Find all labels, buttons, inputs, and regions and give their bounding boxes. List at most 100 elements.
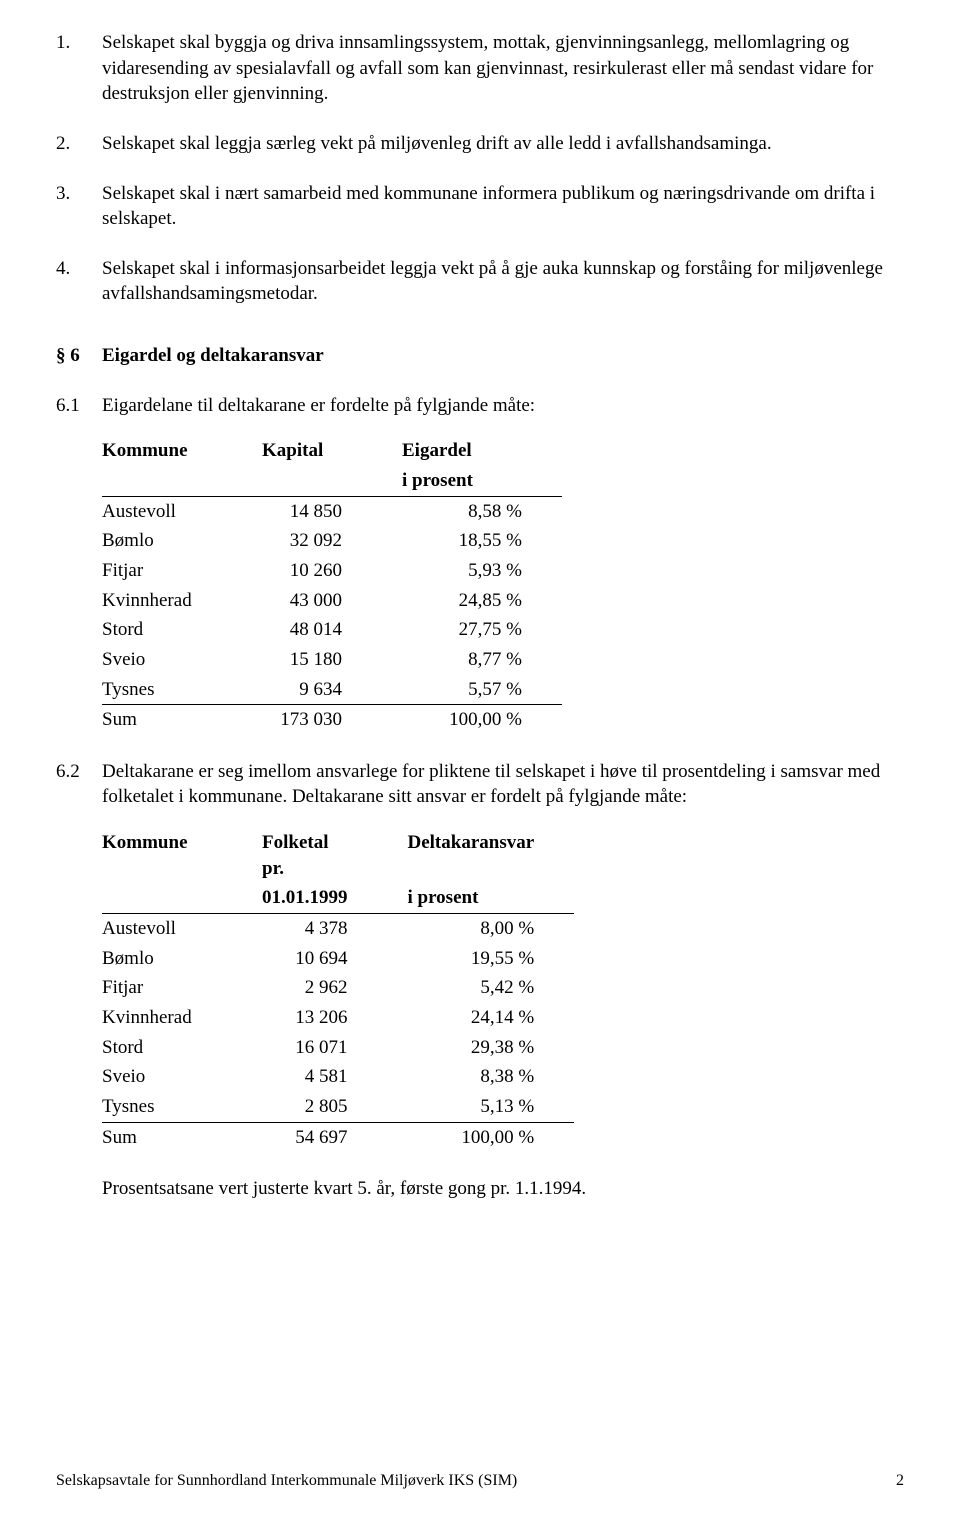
- table-row: Sveio4 5818,38 %: [102, 1062, 574, 1092]
- table-cell: 8,77 %: [402, 645, 562, 675]
- table-header: Folketal pr.: [262, 828, 408, 883]
- table-header: Kommune: [102, 436, 262, 466]
- table-sum-row: Sum54 697100,00 %: [102, 1122, 574, 1152]
- section-number: § 6: [56, 343, 102, 369]
- table-row: Stord16 07129,38 %: [102, 1033, 574, 1063]
- table-cell: 4 378: [262, 914, 408, 944]
- table-cell: 5,13 %: [408, 1092, 575, 1122]
- table-cell: 19,55 %: [408, 944, 575, 974]
- subsection-number: 6.2: [56, 759, 102, 810]
- table-cell: Sum: [102, 705, 262, 735]
- table-row: Austevoll4 3788,00 %: [102, 914, 574, 944]
- table-cell: 14 850: [262, 496, 402, 526]
- table-cell: Sum: [102, 1122, 262, 1152]
- table-row: Tysnes9 6345,57 %: [102, 675, 562, 705]
- footer-title: Selskapsavtale for Sunnhordland Interkom…: [56, 1470, 517, 1492]
- table-row: Fitjar2 9625,42 %: [102, 973, 574, 1003]
- table-cell: 100,00 %: [402, 705, 562, 735]
- table-row: Austevoll14 8508,58 %: [102, 496, 562, 526]
- table-cell: 29,38 %: [408, 1033, 575, 1063]
- table-cell: 9 634: [262, 675, 402, 705]
- table-cell: Fitjar: [102, 973, 262, 1003]
- table-cell: 24,14 %: [408, 1003, 575, 1033]
- table-cell: 5,57 %: [402, 675, 562, 705]
- table-header: 01.01.1999: [262, 883, 408, 913]
- table-cell: 2 805: [262, 1092, 408, 1122]
- table-header: i prosent: [402, 466, 562, 496]
- table-cell: 16 071: [262, 1033, 408, 1063]
- table-row: Sveio15 1808,77 %: [102, 645, 562, 675]
- table-cell: Sveio: [102, 1062, 262, 1092]
- list-item-number: 2.: [56, 131, 102, 157]
- list-item-number: 3.: [56, 181, 102, 232]
- list-item-text: Selskapet skal leggja særleg vekt på mil…: [102, 131, 904, 157]
- table-cell: Stord: [102, 1033, 262, 1063]
- table-cell: 8,00 %: [408, 914, 575, 944]
- subsection-text: Deltakarane er seg imellom ansvarlege fo…: [102, 759, 904, 810]
- table-cell: Tysnes: [102, 675, 262, 705]
- table-row: Bømlo10 69419,55 %: [102, 944, 574, 974]
- table-cell: Bømlo: [102, 526, 262, 556]
- section-title: Eigardel og deltakaransvar: [102, 343, 904, 369]
- subsection: 6.1 Eigardelane til deltakarane er forde…: [56, 393, 904, 419]
- table-header: [102, 466, 262, 496]
- table-cell: Fitjar: [102, 556, 262, 586]
- table-cell: 2 962: [262, 973, 408, 1003]
- page-footer: Selskapsavtale for Sunnhordland Interkom…: [0, 1470, 960, 1512]
- table-cell: 43 000: [262, 586, 402, 616]
- table-cell: 5,42 %: [408, 973, 575, 1003]
- list-item-text: Selskapet skal i nært samarbeid med komm…: [102, 181, 904, 232]
- table-cell: 32 092: [262, 526, 402, 556]
- table-row: Kvinnherad43 00024,85 %: [102, 586, 562, 616]
- table-cell: 4 581: [262, 1062, 408, 1092]
- table-cell: Kvinnherad: [102, 586, 262, 616]
- table-cell: 10 694: [262, 944, 408, 974]
- list-item: 2. Selskapet skal leggja særleg vekt på …: [56, 131, 904, 157]
- table-cell: Kvinnherad: [102, 1003, 262, 1033]
- table-cell: 48 014: [262, 615, 402, 645]
- subsection-number: 6.1: [56, 393, 102, 419]
- section-heading: § 6 Eigardel og deltakaransvar: [56, 343, 904, 369]
- list-item-text: Selskapet skal byggja og driva innsamlin…: [102, 30, 904, 107]
- list-item: 1. Selskapet skal byggja og driva innsam…: [56, 30, 904, 107]
- table-row: Bømlo32 09218,55 %: [102, 526, 562, 556]
- table-cell: 10 260: [262, 556, 402, 586]
- table-cell: 8,58 %: [402, 496, 562, 526]
- page-number: 2: [896, 1470, 904, 1492]
- subsection: 6.2 Deltakarane er seg imellom ansvarleg…: [56, 759, 904, 810]
- table-cell: 27,75 %: [402, 615, 562, 645]
- table-cell: Tysnes: [102, 1092, 262, 1122]
- table-cell: 24,85 %: [402, 586, 562, 616]
- table-row: Stord48 01427,75 %: [102, 615, 562, 645]
- table-header: Eigardel: [402, 436, 562, 466]
- table-row: Kvinnherad13 20624,14 %: [102, 1003, 574, 1033]
- table-cell: 54 697: [262, 1122, 408, 1152]
- ownership-table: Kommune Kapital Eigardel i prosent Auste…: [102, 436, 562, 734]
- table-header: [102, 883, 262, 913]
- list-item: 4. Selskapet skal i informasjonsarbeidet…: [56, 256, 904, 307]
- table-header: i prosent: [408, 883, 575, 913]
- table-header: Kommune: [102, 828, 262, 883]
- table-header: [262, 466, 402, 496]
- table-cell: 5,93 %: [402, 556, 562, 586]
- table-cell: Austevoll: [102, 914, 262, 944]
- numbered-list: 1. Selskapet skal byggja og driva innsam…: [56, 30, 904, 307]
- list-item-number: 1.: [56, 30, 102, 107]
- subsection-text: Eigardelane til deltakarane er fordelte …: [102, 393, 904, 419]
- table-cell: 15 180: [262, 645, 402, 675]
- table-header: Kapital: [262, 436, 402, 466]
- list-item-text: Selskapet skal i informasjonsarbeidet le…: [102, 256, 904, 307]
- table-cell: 173 030: [262, 705, 402, 735]
- table-row: Fitjar10 2605,93 %: [102, 556, 562, 586]
- participant-table: Kommune Folketal pr. Deltakaransvar 01.0…: [102, 828, 574, 1152]
- list-item: 3. Selskapet skal i nært samarbeid med k…: [56, 181, 904, 232]
- table-cell: 8,38 %: [408, 1062, 575, 1092]
- table-cell: 13 206: [262, 1003, 408, 1033]
- table-cell: 100,00 %: [408, 1122, 575, 1152]
- table-sum-row: Sum173 030100,00 %: [102, 705, 562, 735]
- table-cell: Austevoll: [102, 496, 262, 526]
- list-item-number: 4.: [56, 256, 102, 307]
- table-cell: Sveio: [102, 645, 262, 675]
- table-row: Tysnes2 8055,13 %: [102, 1092, 574, 1122]
- table-cell: 18,55 %: [402, 526, 562, 556]
